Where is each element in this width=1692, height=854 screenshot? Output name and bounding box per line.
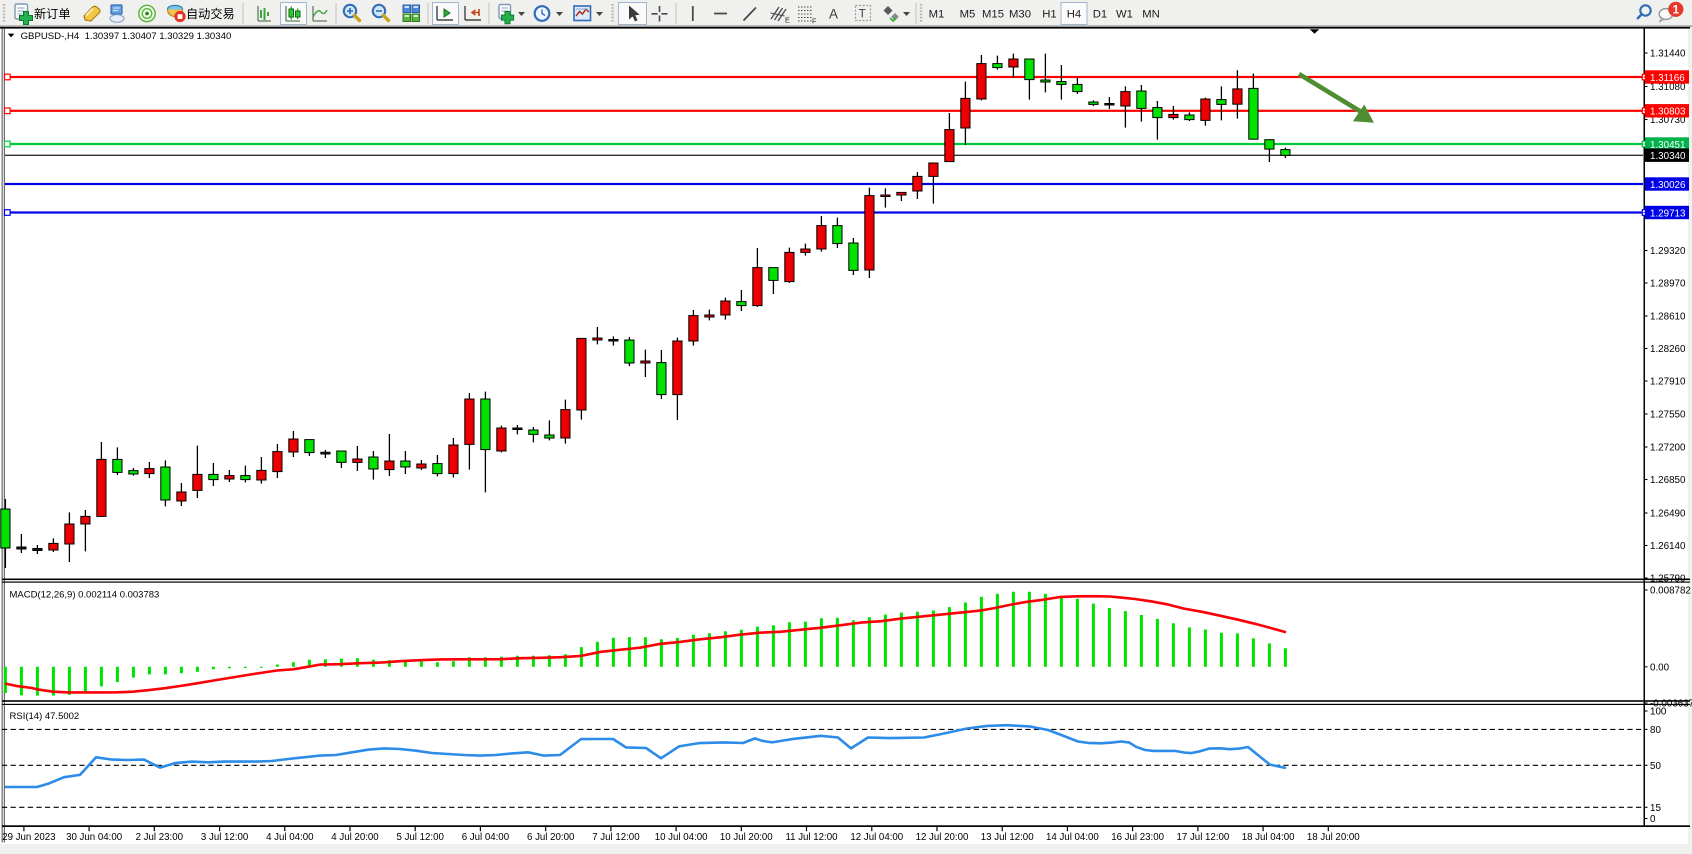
svg-text:M5: M5 (960, 9, 976, 21)
svg-text:30 Jun 04:00: 30 Jun 04:00 (66, 832, 123, 843)
svg-text:6 Jul 04:00: 6 Jul 04:00 (462, 832, 510, 843)
svg-text:1.30026: 1.30026 (1650, 180, 1686, 191)
svg-text:0.008782: 0.008782 (1650, 586, 1691, 597)
svg-text:50: 50 (1650, 761, 1661, 772)
svg-text:A: A (829, 7, 838, 22)
svg-text:12 Jul 04:00: 12 Jul 04:00 (850, 832, 903, 843)
svg-text:29 Jun 2023: 29 Jun 2023 (2, 832, 55, 843)
svg-text:1.30803: 1.30803 (1650, 107, 1686, 118)
svg-text:自动交易: 自动交易 (186, 6, 235, 21)
svg-text:16 Jul 23:00: 16 Jul 23:00 (1111, 832, 1164, 843)
svg-text:18 Jul 04:00: 18 Jul 04:00 (1242, 832, 1295, 843)
svg-text:4 Jul 20:00: 4 Jul 20:00 (331, 832, 379, 843)
svg-text:W1: W1 (1116, 9, 1133, 21)
svg-text:1: 1 (1673, 3, 1680, 16)
svg-text:1.27550: 1.27550 (1650, 410, 1686, 421)
svg-text:E: E (785, 18, 790, 25)
svg-text:1.30730: 1.30730 (1650, 115, 1686, 126)
svg-text:1.31080: 1.31080 (1650, 82, 1686, 93)
svg-text:1.30451: 1.30451 (1650, 140, 1685, 151)
svg-text:H1: H1 (1042, 9, 1056, 21)
svg-text:17 Jul 12:00: 17 Jul 12:00 (1177, 832, 1230, 843)
svg-text:1.26140: 1.26140 (1650, 541, 1686, 552)
svg-text:0: 0 (1650, 814, 1656, 825)
svg-text:M15: M15 (982, 9, 1004, 21)
svg-text:1.28610: 1.28610 (1650, 312, 1686, 323)
svg-text:18 Jul 20:00: 18 Jul 20:00 (1307, 832, 1360, 843)
svg-text:1.29320: 1.29320 (1650, 246, 1686, 257)
svg-text:MACD(12,26,9) 0.002114 0.00378: MACD(12,26,9) 0.002114 0.003783 (10, 590, 160, 601)
svg-text:1.27910: 1.27910 (1650, 377, 1686, 388)
svg-text:1.31440: 1.31440 (1650, 49, 1686, 60)
svg-text:11 Jul 12:00: 11 Jul 12:00 (785, 832, 838, 843)
svg-text:1.25790: 1.25790 (1650, 574, 1686, 585)
svg-text:MN: MN (1142, 9, 1160, 21)
svg-text:10 Jul 20:00: 10 Jul 20:00 (720, 832, 773, 843)
svg-text:F: F (812, 19, 816, 26)
svg-text:1.26490: 1.26490 (1650, 509, 1686, 520)
svg-text:6 Jul 20:00: 6 Jul 20:00 (527, 832, 575, 843)
svg-text:1.31166: 1.31166 (1650, 73, 1685, 84)
svg-text:4 Jul 04:00: 4 Jul 04:00 (266, 832, 314, 843)
svg-text:15: 15 (1650, 803, 1661, 814)
svg-text:5 Jul 12:00: 5 Jul 12:00 (396, 832, 444, 843)
svg-text:1.28260: 1.28260 (1650, 344, 1686, 355)
svg-text:RSI(14) 47.5002: RSI(14) 47.5002 (10, 711, 80, 722)
svg-text:80: 80 (1650, 725, 1661, 736)
svg-text:12 Jul 20:00: 12 Jul 20:00 (916, 832, 969, 843)
svg-text:1.30340: 1.30340 (1650, 151, 1686, 162)
svg-text:M1: M1 (929, 9, 945, 21)
svg-text:T: T (859, 9, 866, 21)
svg-text:14 Jul 04:00: 14 Jul 04:00 (1046, 832, 1099, 843)
svg-text:7 Jul 12:00: 7 Jul 12:00 (592, 832, 640, 843)
svg-text:100: 100 (1650, 707, 1667, 718)
svg-text:1.29713: 1.29713 (1650, 208, 1686, 219)
svg-text:1.26850: 1.26850 (1650, 475, 1686, 486)
svg-text:H4: H4 (1067, 9, 1081, 21)
svg-text:0.00: 0.00 (1650, 662, 1670, 673)
svg-text:2 Jul 23:00: 2 Jul 23:00 (136, 832, 184, 843)
svg-text:M30: M30 (1009, 9, 1031, 21)
svg-text:1.28970: 1.28970 (1650, 279, 1686, 290)
svg-text:3 Jul 12:00: 3 Jul 12:00 (201, 832, 249, 843)
svg-text:GBPUSD-,H4 1.30397 1.30407 1.: GBPUSD-,H4 1.30397 1.30407 1.30329 1.303… (21, 31, 232, 42)
svg-text:新订单: 新订单 (34, 6, 71, 21)
svg-text:D1: D1 (1093, 9, 1107, 21)
svg-text:1.27200: 1.27200 (1650, 443, 1686, 454)
svg-text:-0.003637: -0.003637 (1650, 699, 1692, 710)
svg-text:13 Jul 12:00: 13 Jul 12:00 (981, 832, 1034, 843)
svg-text:10 Jul 04:00: 10 Jul 04:00 (655, 832, 708, 843)
